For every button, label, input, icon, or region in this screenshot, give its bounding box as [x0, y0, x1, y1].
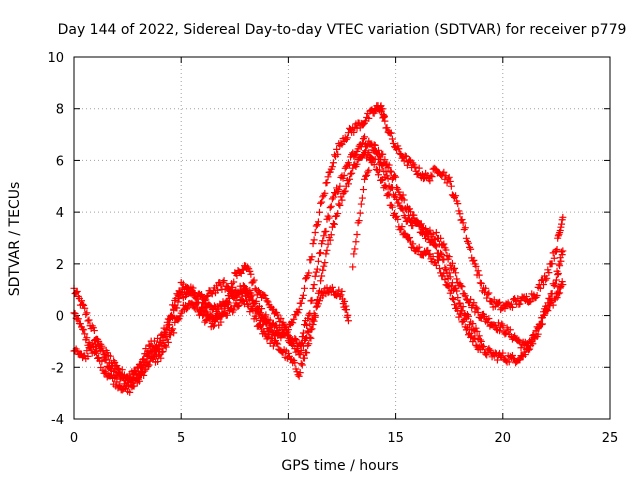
x-tick-label: 5: [177, 431, 185, 446]
y-tick-label: -2: [51, 361, 64, 376]
y-tick-label: 6: [56, 154, 64, 169]
y-tick-label: 4: [56, 206, 64, 221]
chart-background: [0, 0, 640, 480]
y-tick-label: 10: [47, 51, 64, 66]
x-axis-label: GPS time / hours: [281, 458, 398, 474]
x-tick-label: 0: [70, 431, 78, 446]
y-tick-label: 2: [56, 258, 64, 273]
y-axis-label: SDTVAR / TECUs: [7, 182, 23, 297]
chart-title: Day 144 of 2022, Sidereal Day-to-day VTE…: [58, 22, 627, 38]
y-tick-label: -4: [51, 413, 64, 428]
x-tick-label: 10: [280, 431, 297, 446]
x-tick-label: 15: [387, 431, 404, 446]
y-tick-label: 0: [56, 310, 64, 325]
sdtvar-chart: Day 144 of 2022, Sidereal Day-to-day VTE…: [0, 0, 640, 480]
y-tick-label: 8: [56, 103, 64, 118]
x-tick-label: 20: [495, 431, 512, 446]
x-tick-label: 25: [602, 431, 619, 446]
